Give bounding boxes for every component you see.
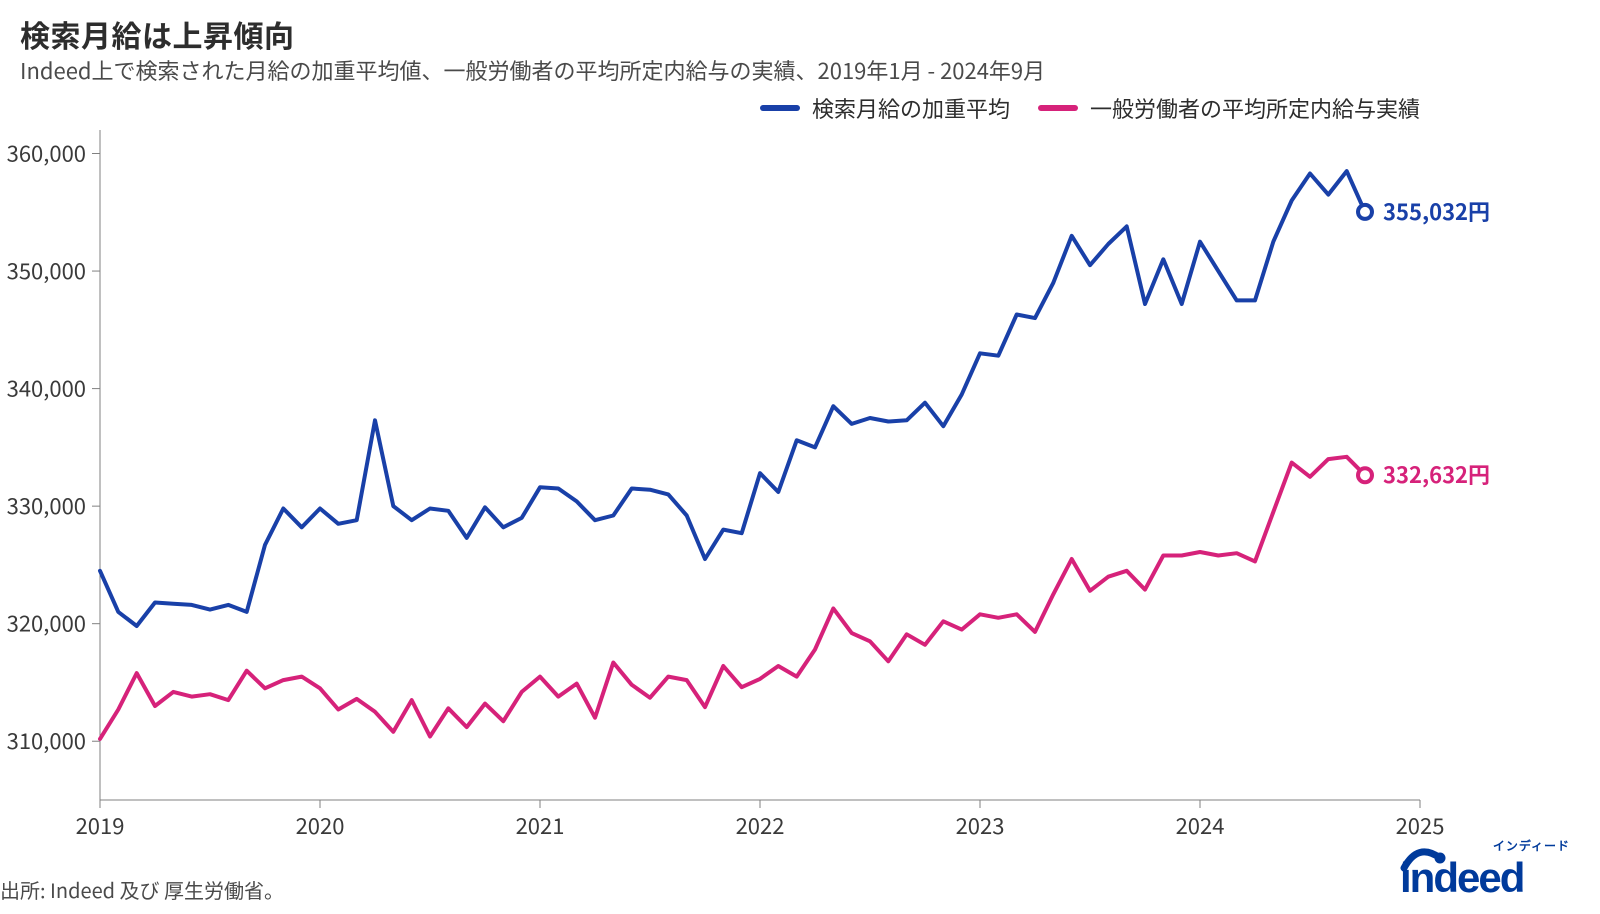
svg-text:indeed: indeed [1400, 854, 1523, 896]
legend-item: 一般労働者の平均所定内給与実績 [1038, 92, 1420, 124]
svg-text:340,000: 340,000 [7, 372, 86, 404]
legend-item: 検索月給の加重平均 [760, 92, 1010, 124]
legend-label: 一般労働者の平均所定内給与実績 [1090, 92, 1420, 124]
svg-text:310,000: 310,000 [7, 724, 86, 756]
indeed-logo: インディード indeed [1400, 837, 1570, 896]
svg-text:2019: 2019 [76, 809, 125, 841]
svg-text:2021: 2021 [516, 809, 565, 841]
source-text: 出所: Indeed 及び 厚生労働省。 [0, 875, 284, 904]
svg-text:360,000: 360,000 [7, 137, 86, 169]
svg-text:2024: 2024 [1176, 809, 1225, 841]
svg-text:332,632円: 332,632円 [1383, 458, 1490, 490]
svg-text:2020: 2020 [296, 809, 345, 841]
svg-text:355,032円: 355,032円 [1383, 195, 1490, 227]
svg-text:330,000: 330,000 [7, 489, 86, 521]
line-chart: 310,000 320,000 330,000 340,000 350,000 360,0… [0, 0, 1600, 914]
svg-text:350,000: 350,000 [7, 254, 86, 286]
svg-text:2022: 2022 [736, 809, 785, 841]
svg-text:2023: 2023 [956, 809, 1005, 841]
legend-swatch [1038, 105, 1078, 111]
legend-label: 検索月給の加重平均 [812, 92, 1010, 124]
svg-text:320,000: 320,000 [7, 607, 86, 639]
legend-swatch [760, 105, 800, 111]
legend: 検索月給の加重平均 一般労働者の平均所定内給与実績 [760, 92, 1420, 124]
